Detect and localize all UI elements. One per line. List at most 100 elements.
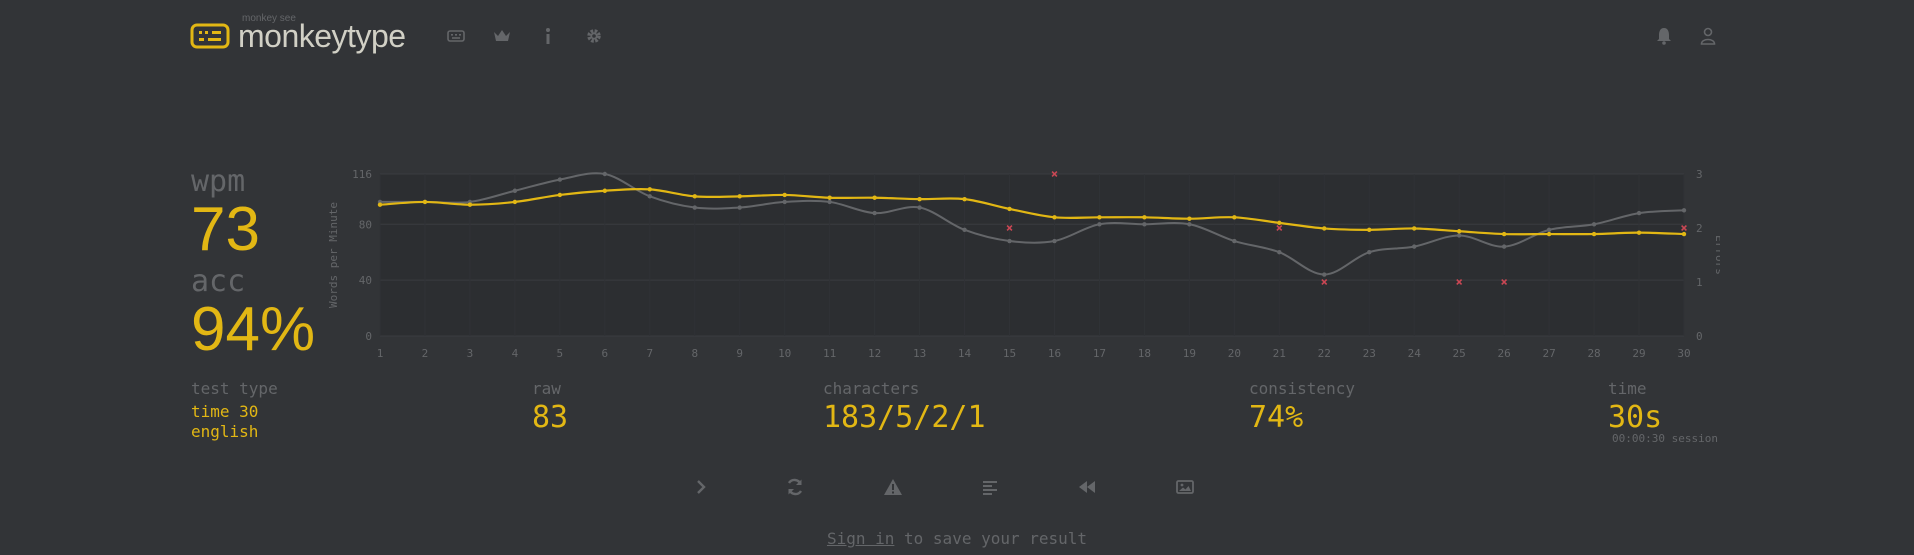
wpm-point bbox=[647, 187, 652, 192]
plot-area bbox=[380, 174, 1684, 336]
wpm-point bbox=[1456, 229, 1462, 234]
raw-point bbox=[1187, 222, 1192, 227]
wpm-point bbox=[1546, 231, 1552, 237]
wpm-point bbox=[557, 192, 563, 198]
logo[interactable]: monkey see monkeytype bbox=[190, 13, 406, 54]
x-tick-label: 2 bbox=[422, 347, 429, 360]
time-value: 30s bbox=[1608, 400, 1663, 435]
x-tick-label: 19 bbox=[1183, 347, 1196, 360]
y-tick-label: 80 bbox=[359, 218, 372, 231]
raw-point bbox=[1232, 238, 1237, 244]
error-marker bbox=[1051, 171, 1058, 177]
next-test-icon[interactable] bbox=[695, 476, 707, 498]
y2-tick-label: 3 bbox=[1696, 168, 1703, 181]
x-tick-label: 30 bbox=[1677, 347, 1690, 360]
user-icon[interactable] bbox=[1698, 26, 1718, 46]
screenshot-icon[interactable] bbox=[1176, 476, 1194, 498]
raw-label: raw bbox=[532, 379, 561, 398]
wpm-point bbox=[1367, 227, 1372, 233]
x-tick-label: 10 bbox=[778, 347, 791, 360]
x-tick-label: 3 bbox=[467, 347, 474, 360]
x-tick-label: 4 bbox=[512, 347, 519, 360]
x-tick-label: 6 bbox=[602, 347, 609, 360]
error-marker bbox=[1456, 279, 1463, 285]
wpm-point bbox=[377, 202, 383, 207]
wpm-series-line bbox=[379, 187, 1685, 236]
raw-point bbox=[782, 199, 787, 205]
x-tick-label: 15 bbox=[1003, 347, 1016, 360]
x-tick-label: 23 bbox=[1363, 347, 1376, 360]
raw-point bbox=[737, 205, 742, 210]
logo-tagline: monkey see bbox=[242, 13, 296, 24]
bell-icon[interactable] bbox=[1654, 26, 1674, 46]
warning-icon[interactable] bbox=[883, 476, 903, 498]
signin-link[interactable]: Sign in bbox=[826, 529, 895, 548]
raw-point bbox=[1007, 238, 1012, 244]
raw-point bbox=[1277, 250, 1282, 255]
time-label: time bbox=[1608, 379, 1647, 398]
wpm-point bbox=[1681, 231, 1687, 237]
wpm-point bbox=[1591, 231, 1597, 237]
wpm-point bbox=[692, 194, 697, 199]
raw-point bbox=[1322, 272, 1327, 277]
x-tick-label: 16 bbox=[1048, 347, 1061, 360]
wpm-value: 73 bbox=[191, 195, 260, 264]
raw-point bbox=[692, 205, 697, 210]
error-marker bbox=[1006, 225, 1013, 231]
consistency-value: 74% bbox=[1249, 400, 1304, 435]
wpm-point bbox=[1412, 226, 1417, 231]
raw-point bbox=[917, 205, 922, 210]
consistency-label: consistency bbox=[1249, 379, 1355, 398]
x-tick-label: 11 bbox=[823, 347, 836, 360]
x-tick-label: 25 bbox=[1453, 347, 1466, 360]
characters-stat: characters 183/5/2/1 bbox=[823, 380, 986, 436]
raw-point bbox=[1097, 222, 1102, 227]
info-icon[interactable] bbox=[538, 26, 558, 46]
logo-text: monkeytype bbox=[238, 18, 406, 54]
test-type-label: test type bbox=[191, 379, 278, 398]
y-tick-label: 40 bbox=[359, 274, 372, 287]
time-stat: time 30s bbox=[1608, 380, 1662, 436]
error-marker bbox=[1501, 279, 1508, 285]
raw-point bbox=[962, 227, 967, 233]
acc-label: acc bbox=[191, 264, 246, 299]
restart-icon[interactable] bbox=[786, 476, 804, 498]
wpm-point bbox=[737, 194, 742, 199]
top-nav bbox=[446, 26, 604, 46]
y-tick-label: 116 bbox=[352, 168, 372, 181]
x-tick-label: 17 bbox=[1093, 347, 1106, 360]
x-tick-label: 7 bbox=[646, 347, 653, 360]
crown-icon[interactable] bbox=[492, 26, 512, 46]
test-type-stat: test type time 30 english bbox=[191, 380, 278, 442]
characters-value: 183/5/2/1 bbox=[823, 400, 986, 435]
x-tick-label: 5 bbox=[557, 347, 564, 360]
y-axis-label: Words per Minute bbox=[327, 202, 340, 308]
y2-tick-label: 0 bbox=[1696, 330, 1703, 343]
raw-point bbox=[1591, 222, 1597, 227]
wpm-point bbox=[1501, 231, 1507, 237]
wpm-group: wpm 73 bbox=[191, 166, 260, 262]
monkeytype-logo-icon bbox=[190, 23, 230, 49]
gear-icon[interactable] bbox=[584, 26, 604, 46]
wpm-point bbox=[962, 196, 967, 202]
x-tick-label: 18 bbox=[1138, 347, 1151, 360]
test-type-mode: time 30 bbox=[191, 402, 259, 421]
test-type-language: english bbox=[191, 422, 259, 441]
replay-icon[interactable] bbox=[1077, 476, 1097, 498]
words-history-icon[interactable] bbox=[982, 476, 998, 498]
x-tick-label: 28 bbox=[1587, 347, 1600, 360]
wpm-point bbox=[602, 188, 608, 193]
wpm-point bbox=[1322, 226, 1327, 231]
wpm-point bbox=[1007, 206, 1012, 212]
account-nav bbox=[1654, 26, 1718, 46]
keyboard-icon[interactable] bbox=[446, 26, 466, 46]
y-tick-label: 0 bbox=[365, 330, 372, 343]
x-tick-label: 29 bbox=[1632, 347, 1645, 360]
raw-point bbox=[1681, 208, 1687, 213]
x-tick-label: 22 bbox=[1318, 347, 1331, 360]
raw-point bbox=[827, 199, 832, 205]
x-tick-label: 13 bbox=[913, 347, 926, 360]
wpm-point bbox=[422, 199, 428, 205]
y2-tick-label: 2 bbox=[1696, 222, 1703, 235]
